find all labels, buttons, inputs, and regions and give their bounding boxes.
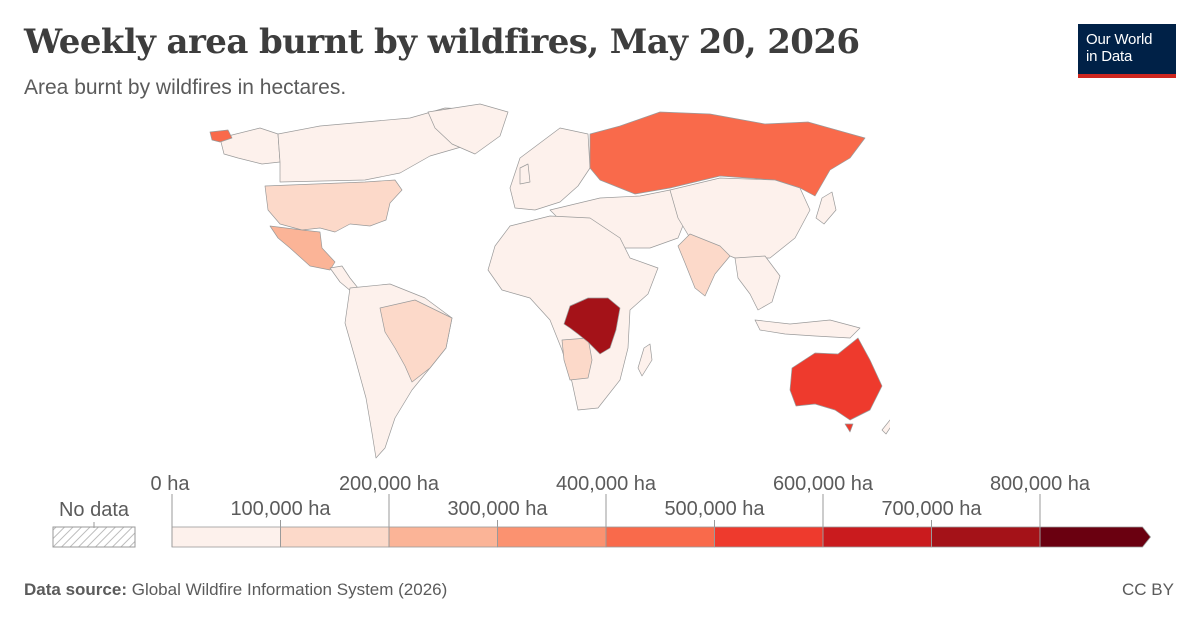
region-greenland[interactable]	[427, 103, 509, 155]
region-europe[interactable]	[509, 127, 591, 211]
legend-swatch-3[interactable]	[497, 526, 607, 548]
region-india[interactable]	[677, 233, 731, 297]
region-dr-congo[interactable]	[563, 297, 621, 355]
region-tasmania[interactable]	[844, 423, 854, 433]
region-madagascar[interactable]	[637, 343, 653, 377]
region-angola[interactable]	[561, 337, 593, 381]
legend-swatch-8[interactable]	[1039, 526, 1152, 548]
legend-swatch-5[interactable]	[714, 526, 824, 548]
legend-no-data-swatch	[52, 526, 136, 548]
region-russia[interactable]	[589, 111, 866, 197]
region-usa[interactable]	[264, 179, 403, 233]
region-australia[interactable]	[789, 337, 883, 421]
chart-title: Weekly area burnt by wildfires, May 20, …	[24, 22, 860, 62]
legend: No data 0 ha 100,000 ha 200,000 ha 300,000 …	[52, 473, 1152, 548]
legend-swatch-0[interactable]	[171, 526, 281, 548]
legend-swatch-7[interactable]	[931, 526, 1041, 548]
license-label[interactable]: CC BY	[1122, 580, 1174, 599]
region-new-zealand[interactable]	[881, 402, 890, 435]
region-china[interactable]	[669, 177, 811, 259]
legend-label-3: 300,000 ha	[447, 498, 548, 520]
legend-label-7: 700,000 ha	[881, 498, 982, 520]
region-alaska-fire[interactable]	[209, 129, 233, 143]
region-japan[interactable]	[815, 191, 837, 225]
legend-label-2: 200,000 ha	[339, 473, 440, 495]
region-alaska[interactable]	[219, 127, 281, 165]
legend-label-0: 0 ha	[151, 473, 191, 495]
legend-label-4: 400,000 ha	[556, 473, 657, 495]
legend-no-data-label: No data	[59, 499, 130, 521]
region-mexico[interactable]	[269, 225, 336, 271]
footer-source-label: Data source:	[24, 580, 127, 599]
region-uk[interactable]	[519, 163, 531, 185]
legend-label-6: 600,000 ha	[773, 473, 874, 495]
chart-subtitle: Area burnt by wildfires in hectares.	[24, 76, 347, 99]
legend-swatch-2[interactable]	[388, 526, 498, 548]
legend-label-1: 100,000 ha	[230, 498, 331, 520]
region-se-asia[interactable]	[734, 255, 781, 311]
legend-label-8: 800,000 ha	[990, 473, 1091, 495]
legend-swatch-1[interactable]	[280, 526, 390, 548]
legend-swatch-4[interactable]	[605, 526, 715, 548]
region-brazil[interactable]	[379, 299, 453, 383]
region-indonesia[interactable]	[754, 319, 861, 339]
legend-swatch-6[interactable]	[822, 526, 932, 548]
legend-label-5: 500,000 ha	[664, 498, 765, 520]
world-map	[209, 103, 890, 459]
footer-source: Data source: Global Wildfire Information…	[24, 580, 447, 600]
logo-line-2: in Data	[1086, 48, 1133, 65]
footer-source-text: Global Wildfire Information System (2026…	[131, 580, 448, 599]
logo-line-1: Our World	[1086, 31, 1153, 48]
owid-logo[interactable]: Our World in Data	[1078, 24, 1176, 78]
